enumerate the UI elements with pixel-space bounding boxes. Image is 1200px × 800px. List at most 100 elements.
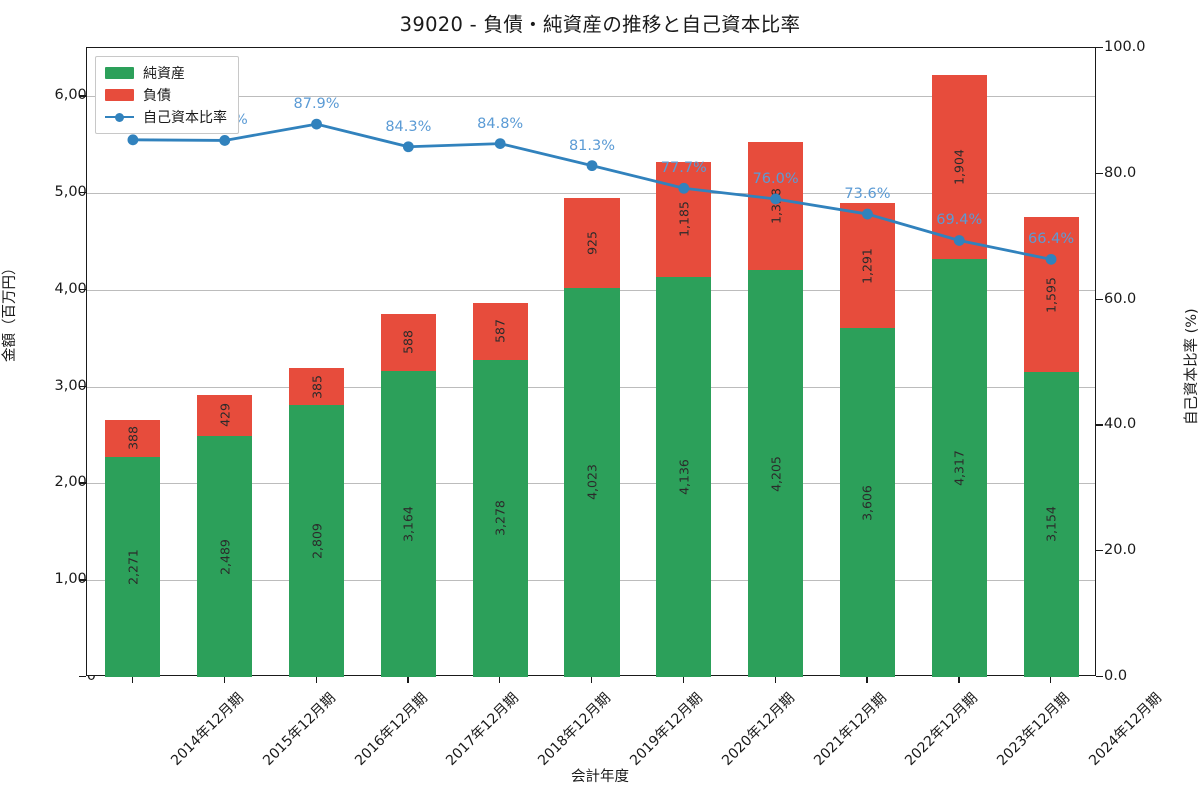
x-tick-label: 2014年12月期 xyxy=(167,690,247,769)
legend-swatch-equity-ratio xyxy=(105,111,134,123)
x-tick-mark xyxy=(958,676,960,683)
x-tick-label: 2019年12月期 xyxy=(627,690,706,769)
y-tick-mark-left xyxy=(79,385,86,387)
x-tick-label: 2015年12月期 xyxy=(259,690,339,769)
y-tick-mark-right xyxy=(1096,172,1103,175)
y-tick-mark-left xyxy=(79,288,86,291)
equity-ratio-marker xyxy=(494,138,506,150)
y-tick-mark-right xyxy=(1096,676,1103,678)
y-tick-mark-right xyxy=(1096,424,1103,426)
equity-ratio-marker xyxy=(311,118,322,130)
bar-segment-net-assets: 2,271 xyxy=(105,457,161,677)
x-tick-mark xyxy=(315,676,317,683)
y-tick-mark-left xyxy=(79,482,86,484)
x-axis-label: 会計年度 xyxy=(571,769,629,785)
bar-segment-net-assets: 3,154 xyxy=(1023,371,1079,677)
equity-ratio-marker xyxy=(219,135,231,146)
x-tick-label: 2021年12月期 xyxy=(810,690,890,769)
y-tick-label-right: 60.0 xyxy=(1104,290,1137,307)
y-tick-label-left: 2,000 xyxy=(54,474,96,491)
equity-ratio-marker xyxy=(770,193,782,205)
equity-ratio-marker xyxy=(586,160,598,172)
x-tick-mark xyxy=(223,676,226,683)
bar-segment-liabilities: 385 xyxy=(289,367,345,406)
bar-segment-liabilities: 429 xyxy=(197,394,253,437)
legend-swatch-net-assets xyxy=(105,66,134,79)
x-tick-mark xyxy=(499,676,501,683)
bar-segment-net-assets: 3,164 xyxy=(380,370,436,677)
bar-segment-net-assets: 3,278 xyxy=(472,359,528,677)
bar-segment-liabilities: 1,904 xyxy=(931,74,987,260)
equity-ratio-marker xyxy=(127,134,139,146)
bar-segment-liabilities: 925 xyxy=(564,198,620,288)
equity-ratio-value-label: 81.3% xyxy=(568,137,616,154)
bar-segment-net-assets: 4,205 xyxy=(748,270,804,677)
y-tick-label-right: 80.0 xyxy=(1104,164,1137,181)
x-tick-mark xyxy=(131,676,134,683)
equity-ratio-value-label: 69.4% xyxy=(936,212,983,229)
y-tick-mark-right xyxy=(1096,47,1103,49)
y-axis-label-left: 金額（百万円） xyxy=(2,260,18,363)
gridline xyxy=(87,96,1095,98)
y-tick-label-right: 0.0 xyxy=(1104,668,1128,684)
bar-segment-net-assets: 3,606 xyxy=(839,328,895,677)
chart-legend: 純資産 負債 自己資本比率 xyxy=(95,56,239,134)
y-tick-mark-right xyxy=(1096,298,1103,300)
x-tick-mark xyxy=(682,676,685,683)
x-tick-mark xyxy=(591,676,593,683)
x-tick-mark xyxy=(866,676,868,683)
y-tick-label-left: 5,000 xyxy=(54,184,96,201)
y-tick-mark-left xyxy=(79,676,86,678)
equity-ratio-value-label: 66.4% xyxy=(1028,231,1075,248)
chart-title: 39020 - 負債・純資産の推移と自己資本比率 xyxy=(399,13,801,36)
y-tick-label-left: 6,000 xyxy=(54,87,96,104)
bar-segment-liabilities: 388 xyxy=(105,419,161,458)
bar-segment-liabilities: 587 xyxy=(472,302,528,360)
equity-ratio-value-label: 87.9% xyxy=(293,96,340,113)
bar-segment-liabilities: 1,328 xyxy=(748,141,804,271)
x-tick-label: 2024年12月期 xyxy=(1086,690,1165,769)
bar-segment-liabilities: 1,291 xyxy=(839,203,895,329)
legend-label-net-assets: 純資産 xyxy=(143,65,185,82)
plot-area: 2,271 388 2,489 429 2,809 385 3,164 588 3,278 587… xyxy=(86,47,1096,677)
x-tick-mark xyxy=(1050,676,1052,683)
bar-segment-net-assets: 4,136 xyxy=(656,276,712,677)
gridline xyxy=(87,193,1095,195)
y-tick-label-right: 20.0 xyxy=(1104,542,1137,559)
x-tick-label: 2018年12月期 xyxy=(535,690,615,769)
legend-item-equity-ratio: 自己資本比率 xyxy=(105,108,227,126)
y-tick-mark-left xyxy=(79,579,86,581)
equity-ratio-value-label: 73.6% xyxy=(844,186,891,203)
y-tick-label-left: 1,000 xyxy=(54,571,96,588)
line-series xyxy=(127,118,1057,265)
bar-segment-net-assets: 2,489 xyxy=(197,436,253,677)
y-tick-mark-left xyxy=(79,95,86,97)
legend-swatch-liabilities xyxy=(105,88,134,101)
bar-segment-net-assets: 4,023 xyxy=(564,287,620,677)
y-tick-label-right: 40.0 xyxy=(1104,416,1137,433)
legend-item-net-assets: 純資産 xyxy=(105,64,227,82)
y-axis-label-right: 自己資本比率 (%) xyxy=(1184,308,1200,425)
y-tick-label-left: 0 xyxy=(86,668,96,684)
x-tick-label: 2016年12月期 xyxy=(351,690,431,769)
x-tick-label: 2022年12月期 xyxy=(902,690,982,769)
bar-segment-liabilities: 1,595 xyxy=(1023,217,1079,372)
y-tick-label-right: 100.0 xyxy=(1104,39,1146,55)
bar-segment-net-assets: 2,809 xyxy=(289,405,345,677)
x-tick-label: 2023年12月期 xyxy=(994,690,1074,769)
equity-ratio-marker xyxy=(953,235,965,246)
y-tick-label-left: 3,000 xyxy=(54,377,96,394)
equity-ratio-marker xyxy=(402,141,414,153)
x-tick-label: 2020年12月期 xyxy=(718,690,798,769)
equity-ratio-value-label: 77.7% xyxy=(660,160,707,177)
x-tick-mark xyxy=(407,676,409,683)
equity-ratio-marker xyxy=(678,182,690,194)
legend-label-liabilities: 負債 xyxy=(143,87,171,104)
y-tick-mark-left xyxy=(79,192,86,194)
y-tick-label-left: 4,000 xyxy=(54,280,96,297)
x-tick-mark xyxy=(774,676,776,683)
equity-ratio-marker xyxy=(862,208,873,220)
equity-ratio-value-label: 76.0% xyxy=(752,170,799,187)
legend-label-equity-ratio: 自己資本比率 xyxy=(143,109,227,126)
